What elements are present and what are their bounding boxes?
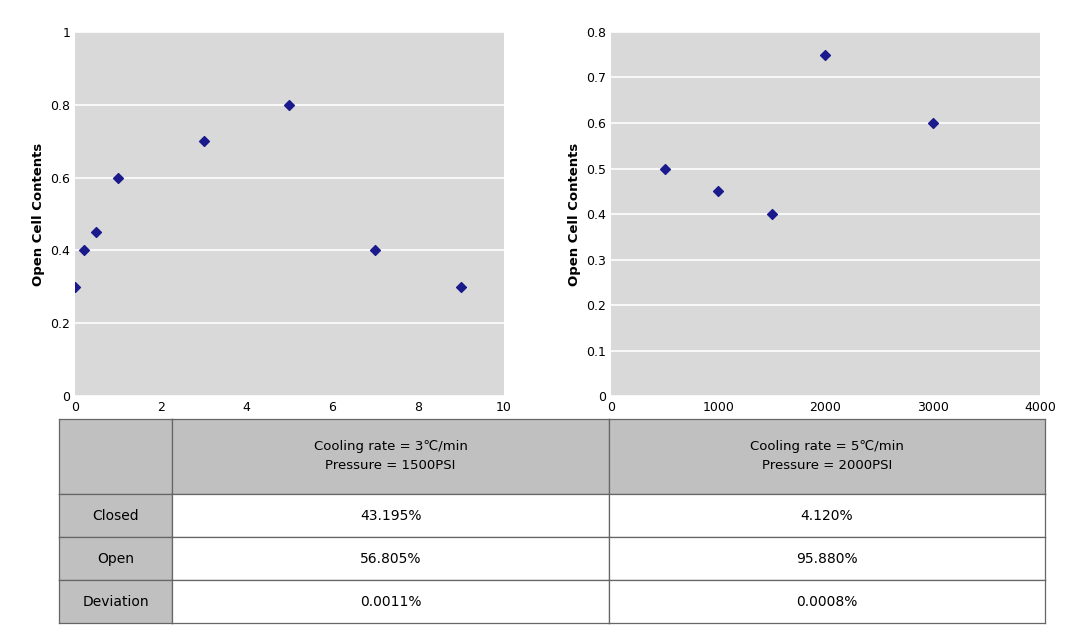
Text: Closed: Closed xyxy=(92,509,139,523)
Text: Deviation: Deviation xyxy=(83,594,149,608)
Text: 95.880%: 95.880% xyxy=(796,551,858,566)
Point xyxy=(88,227,105,238)
Point xyxy=(66,282,84,292)
Text: Cooling rate = 3℃/min
Pressure = 1500PSI: Cooling rate = 3℃/min Pressure = 1500PSI xyxy=(314,440,467,472)
Y-axis label: Open Cell Contents: Open Cell Contents xyxy=(567,142,581,286)
Text: 4.120%: 4.120% xyxy=(801,509,853,523)
Text: 56.805%: 56.805% xyxy=(360,551,421,566)
Point xyxy=(195,136,212,146)
Point xyxy=(75,245,92,256)
Point xyxy=(656,164,673,174)
Point xyxy=(281,100,298,110)
Point xyxy=(710,186,727,196)
Text: Cooling rate = 5℃/min
Pressure = 2000PSI: Cooling rate = 5℃/min Pressure = 2000PSI xyxy=(750,440,904,472)
Text: 0.0011%: 0.0011% xyxy=(360,594,421,608)
Point xyxy=(763,209,780,219)
Point xyxy=(109,173,126,183)
Text: Open: Open xyxy=(98,551,134,566)
Text: 0.0008%: 0.0008% xyxy=(796,594,858,608)
X-axis label: Cooling rate(C/min): Cooling rate(C/min) xyxy=(217,420,362,433)
Point xyxy=(817,50,834,60)
Y-axis label: Open Cell Contents: Open Cell Contents xyxy=(31,142,45,286)
X-axis label: Pressure(PSI): Pressure(PSI) xyxy=(774,420,877,433)
Point xyxy=(924,118,941,128)
Point xyxy=(452,282,470,292)
Text: 43.195%: 43.195% xyxy=(360,509,421,523)
Point xyxy=(367,245,384,256)
